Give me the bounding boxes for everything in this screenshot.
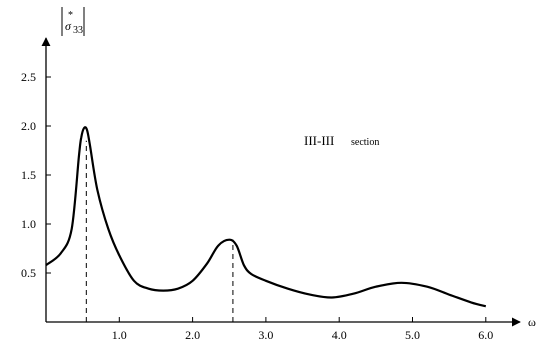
- y-tick-label: 1.5: [21, 168, 36, 182]
- annotation-main: III-III: [304, 133, 334, 148]
- x-tick-label: 1.0: [112, 328, 127, 342]
- series-line: [45, 126, 487, 308]
- annotation-small: section: [351, 137, 379, 148]
- section-annotation: III-III section: [304, 133, 379, 148]
- y-axis-symbol: σ: [65, 19, 72, 33]
- x-tick-label: 2.0: [185, 328, 200, 342]
- y-axis-superscript: *: [68, 10, 73, 21]
- y-axis-label: σ * 33: [61, 7, 85, 36]
- x-tick-label: 4.0: [332, 328, 347, 342]
- x-axis-label: ω: [528, 315, 536, 329]
- y-ticks: 0.5 1.0 1.5 2.0 2.5: [21, 70, 51, 280]
- x-tick-label: 6.0: [478, 328, 493, 342]
- y-tick-label: 2.5: [21, 70, 36, 84]
- x-ticks: 1.0 2.0 3.0 4.0 5.0 6.0: [112, 317, 493, 342]
- y-tick-label: 1.0: [21, 217, 36, 231]
- y-tick-label: 2.0: [21, 119, 36, 133]
- y-tick-label: 0.5: [21, 266, 36, 280]
- x-tick-label: 5.0: [405, 328, 420, 342]
- y-axis-subscript: 33: [73, 25, 83, 36]
- x-tick-label: 3.0: [258, 328, 273, 342]
- reference-lines: [85, 140, 234, 322]
